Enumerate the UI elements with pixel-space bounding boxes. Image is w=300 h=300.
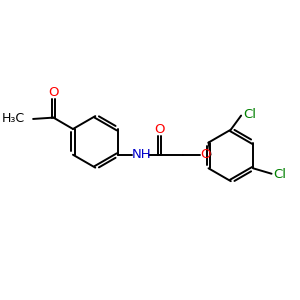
Text: NH: NH (131, 148, 151, 161)
Text: Cl: Cl (274, 168, 287, 181)
Text: O: O (48, 86, 59, 99)
Text: Cl: Cl (243, 108, 256, 121)
Text: O: O (200, 148, 211, 161)
Text: H₃C: H₃C (2, 112, 25, 125)
Text: O: O (154, 123, 165, 136)
